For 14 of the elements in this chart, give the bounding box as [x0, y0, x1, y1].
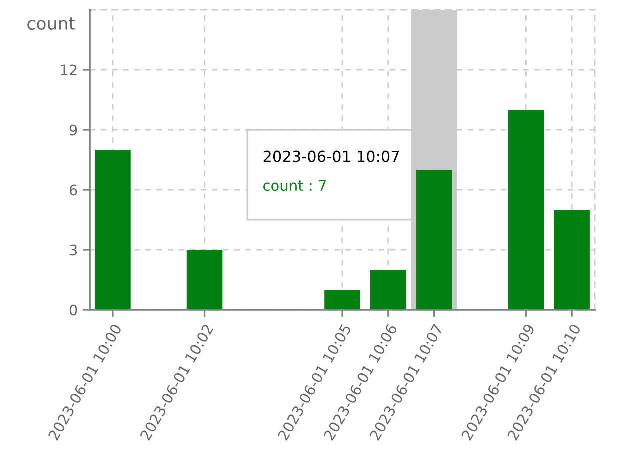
- bar: [186, 250, 223, 310]
- bar: [370, 270, 406, 310]
- y-tick-label: 0: [70, 304, 78, 316]
- annotation: 2023-06-01 10:07: [264, 150, 400, 162]
- y-tick-label: 12: [61, 64, 77, 76]
- y-axis-title: count: [28, 18, 76, 30]
- y-tick-label: 6: [70, 184, 78, 196]
- bar: [508, 110, 544, 310]
- bar: [95, 150, 131, 310]
- y-tick-label: 9: [70, 124, 78, 136]
- y-tick-label: 3: [70, 244, 78, 256]
- bar: [554, 210, 590, 310]
- bar: [324, 290, 360, 310]
- annotation: count : 7: [264, 180, 326, 192]
